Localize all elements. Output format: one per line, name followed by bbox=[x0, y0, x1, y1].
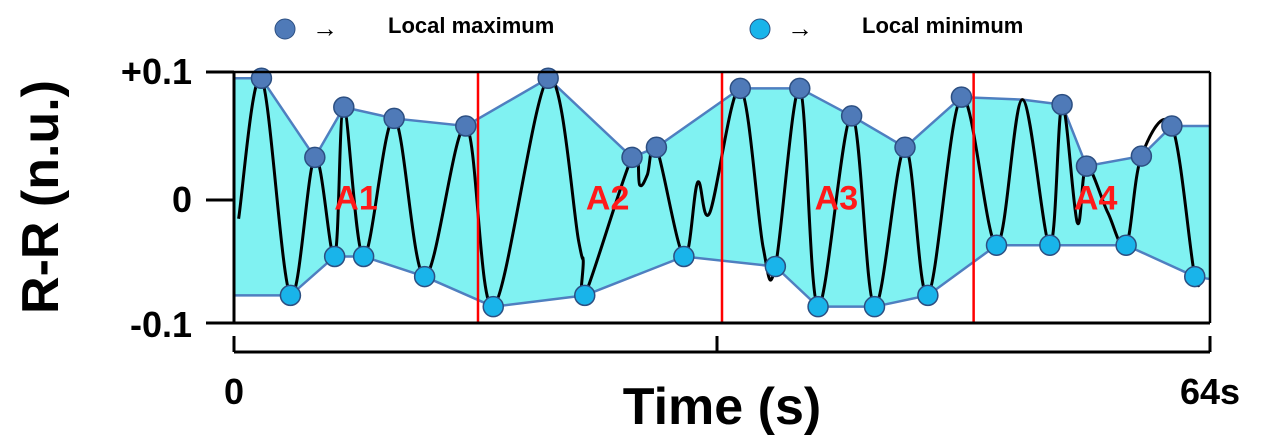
local-min-point bbox=[863, 295, 886, 318]
segment-label-layer: A1 A2 A3 A4 bbox=[334, 180, 1117, 218]
local-min-point bbox=[482, 295, 504, 318]
segment-label-a1: A1 bbox=[334, 180, 377, 218]
x-tick-label-end: 64s bbox=[1180, 371, 1240, 412]
local-max-point bbox=[894, 136, 916, 159]
x-axis-title: Time (s) bbox=[623, 378, 821, 436]
local-min-point bbox=[279, 284, 302, 307]
local-min-point bbox=[323, 245, 346, 268]
signal-layer bbox=[237, 76, 1204, 309]
local-min-point bbox=[352, 245, 375, 268]
rr-signal-line bbox=[237, 76, 1204, 309]
local-max-point bbox=[1161, 115, 1183, 137]
local-max-point bbox=[621, 146, 643, 169]
local-max-point bbox=[1051, 93, 1073, 116]
legend-min-arrow: → bbox=[787, 13, 813, 43]
local-max-point bbox=[1130, 145, 1153, 167]
local-min-point bbox=[413, 265, 436, 288]
legend-min-label: Local minimum bbox=[862, 13, 1023, 38]
local-max-point bbox=[537, 67, 559, 90]
divider-layer bbox=[476, 72, 975, 323]
x-tick-label-start: 0 bbox=[224, 371, 244, 412]
segment-label-a3: A3 bbox=[815, 180, 858, 218]
local-max-point bbox=[250, 67, 273, 90]
local-max-point bbox=[840, 105, 863, 127]
local-min-point bbox=[807, 295, 829, 318]
local-min-point bbox=[1115, 234, 1137, 256]
local-max-point bbox=[1075, 155, 1098, 177]
local-min-point bbox=[764, 255, 787, 278]
local-min-point bbox=[985, 234, 1008, 256]
axes-frame bbox=[206, 70, 1212, 354]
local-min-point bbox=[917, 284, 939, 307]
legend: → Local maximum → Local minimum bbox=[274, 13, 1023, 43]
local-max-point bbox=[729, 77, 752, 100]
y-axis-title: R-R (n.u.) bbox=[12, 80, 70, 314]
marker-layer bbox=[250, 67, 1206, 318]
local-max-point bbox=[950, 86, 973, 108]
local-min-point bbox=[1039, 234, 1061, 256]
local-min-point bbox=[673, 245, 695, 268]
local-max-point bbox=[333, 96, 355, 118]
local-max-point bbox=[645, 136, 668, 159]
segment-label-a4: A4 bbox=[1074, 180, 1118, 218]
local-max-point bbox=[383, 107, 405, 130]
local-max-point bbox=[455, 115, 477, 137]
y-tick-label-top: +0.1 bbox=[121, 51, 192, 92]
y-tick-label-bottom: -0.1 bbox=[130, 304, 192, 345]
local-min-point bbox=[1184, 265, 1206, 288]
local-max-point bbox=[304, 146, 326, 169]
legend-max-label: Local maximum bbox=[388, 13, 554, 38]
local-max-point bbox=[789, 77, 811, 100]
legend-min-marker bbox=[749, 18, 771, 40]
local-min-point bbox=[574, 284, 596, 307]
legend-max-arrow: → bbox=[312, 13, 338, 43]
legend-max-marker bbox=[274, 18, 296, 40]
y-tick-label-mid: 0 bbox=[172, 179, 192, 220]
segment-label-a2: A2 bbox=[586, 180, 629, 218]
